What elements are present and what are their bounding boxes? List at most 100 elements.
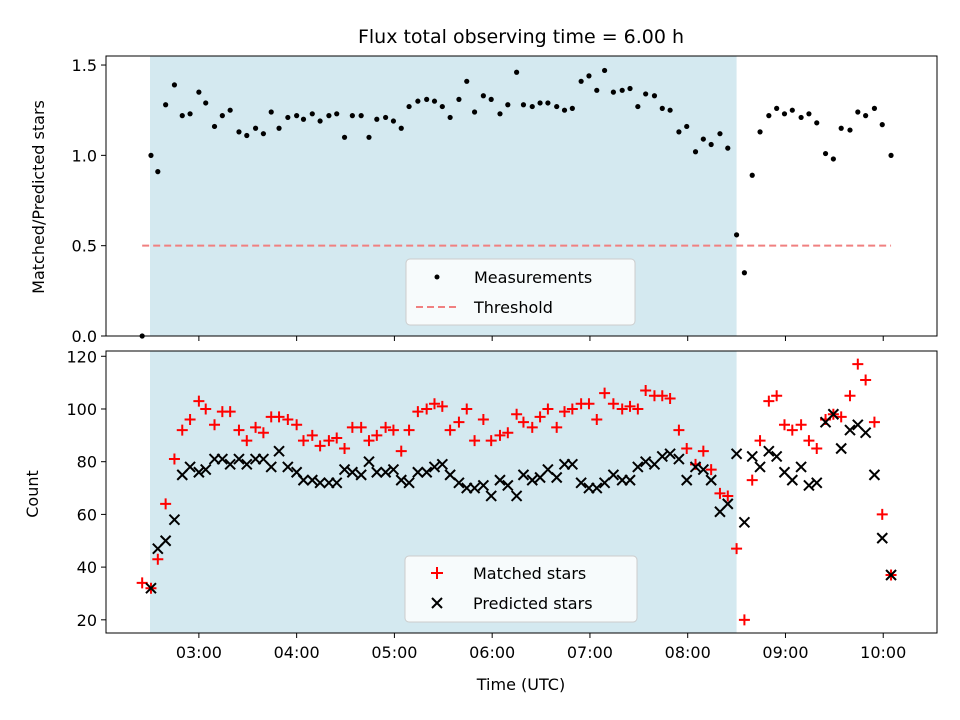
x-tick-label: 09:00 xyxy=(762,643,808,662)
predicted-star-point xyxy=(859,426,872,439)
measurement-point xyxy=(497,111,503,117)
predicted-star-point xyxy=(477,479,490,492)
predicted-star-point xyxy=(697,463,710,476)
predicted-star-point xyxy=(403,477,415,489)
predicted-star-point xyxy=(159,535,172,547)
measurement-point xyxy=(610,89,616,95)
measurement-point xyxy=(252,125,259,131)
matched-star-point xyxy=(428,398,440,410)
matched-star-point xyxy=(566,403,578,415)
matched-star-point xyxy=(363,435,375,447)
predicted-star-point xyxy=(297,474,310,486)
predicted-star-point xyxy=(738,516,751,529)
legend-threshold-label: Threshold xyxy=(473,298,553,317)
predicted-star-point xyxy=(876,532,888,544)
x-tick-label: 04:00 xyxy=(274,643,320,662)
predicted-star-point xyxy=(371,466,383,478)
measurement-point xyxy=(456,96,462,102)
y-tick-label: 60 xyxy=(77,505,97,524)
measurement-point xyxy=(830,156,836,162)
predicted-star-point xyxy=(607,469,620,481)
top-x-ticks xyxy=(198,336,884,341)
measurement-point xyxy=(294,113,300,119)
predicted-star-point xyxy=(395,474,407,486)
predicted-star-point xyxy=(689,461,702,473)
predicted-star-point xyxy=(754,461,766,473)
legend-matched-label: Matched stars xyxy=(473,564,586,583)
measurement-point xyxy=(749,172,755,178)
measurement-point xyxy=(757,129,763,135)
matched-star-point xyxy=(656,390,668,402)
measurement-point xyxy=(349,113,355,119)
predicted-star-point xyxy=(770,450,783,463)
predicted-star-point xyxy=(811,477,823,489)
measurement-point xyxy=(439,103,445,110)
predicted-star-point xyxy=(632,461,644,473)
bottom-legend: Matched stars Predicted stars xyxy=(404,555,638,623)
legend-predicted-label: Predicted stars xyxy=(473,594,593,613)
measurement-point xyxy=(505,102,511,108)
matched-star-point xyxy=(681,443,693,455)
x-tick-label: 05:00 xyxy=(371,643,417,662)
measurement-point xyxy=(317,118,323,124)
matched-star-point xyxy=(184,414,196,426)
predicted-star-point xyxy=(746,450,758,463)
matched-star-point xyxy=(607,398,619,410)
matched-star-point xyxy=(273,411,285,423)
measurement-point xyxy=(447,114,453,121)
measurement-point xyxy=(529,103,535,110)
matched-star-point xyxy=(136,577,148,589)
matched-star-point xyxy=(534,411,546,423)
matched-star-point xyxy=(314,440,326,452)
matched-star-point xyxy=(176,424,188,436)
measurement-point xyxy=(708,141,714,148)
matched-star-point xyxy=(469,435,481,447)
matched-star-point xyxy=(786,424,798,436)
predicted-star-point xyxy=(673,453,685,465)
predicted-star-point xyxy=(387,463,400,476)
predicted-star-point xyxy=(216,453,229,465)
bottom-y-axis-label: Count xyxy=(23,470,42,518)
predicted-star-point xyxy=(363,455,375,468)
measurement-point xyxy=(171,82,178,88)
matched-star-point xyxy=(763,395,775,407)
predicted-star-point xyxy=(542,463,554,476)
matched-star-point xyxy=(200,403,212,415)
predicted-star-point xyxy=(835,442,847,455)
matched-star-point xyxy=(722,490,734,502)
matched-star-point xyxy=(412,406,424,418)
predicted-star-point xyxy=(722,498,734,510)
measurement-point xyxy=(684,123,690,130)
measurement-point xyxy=(863,113,869,119)
measurement-point xyxy=(806,111,812,117)
predicted-star-point xyxy=(591,482,603,494)
matched-star-point xyxy=(616,403,628,415)
predicted-stars-points xyxy=(145,408,897,594)
measurement-point xyxy=(700,136,706,142)
x-axis-label: Time (UTC) xyxy=(476,675,565,694)
predicted-star-point xyxy=(468,482,481,494)
matched-star-point xyxy=(624,400,636,412)
measurement-point xyxy=(309,111,315,117)
measurement-point xyxy=(415,98,421,104)
measurement-point xyxy=(578,78,584,84)
bottom-legend-box xyxy=(404,555,638,623)
measurement-point xyxy=(766,113,772,119)
legend-measurements-label: Measurements xyxy=(474,268,592,287)
measurement-point xyxy=(741,270,748,276)
predicted-star-point xyxy=(265,461,277,473)
measurement-point xyxy=(822,150,829,157)
measurement-point xyxy=(219,113,225,119)
predicted-star-point xyxy=(598,477,611,489)
top-y-axis-label: Matched/Predicted stars xyxy=(29,100,48,294)
measurement-point xyxy=(196,89,202,95)
matched-star-point xyxy=(233,424,245,436)
measurement-point xyxy=(569,105,575,111)
top-legend: Measurements Threshold xyxy=(405,258,636,326)
matched-star-point xyxy=(421,403,433,415)
measurement-point xyxy=(545,100,551,106)
measurement-point xyxy=(366,134,372,140)
measurement-point xyxy=(676,129,682,135)
predicted-star-point xyxy=(575,477,587,489)
